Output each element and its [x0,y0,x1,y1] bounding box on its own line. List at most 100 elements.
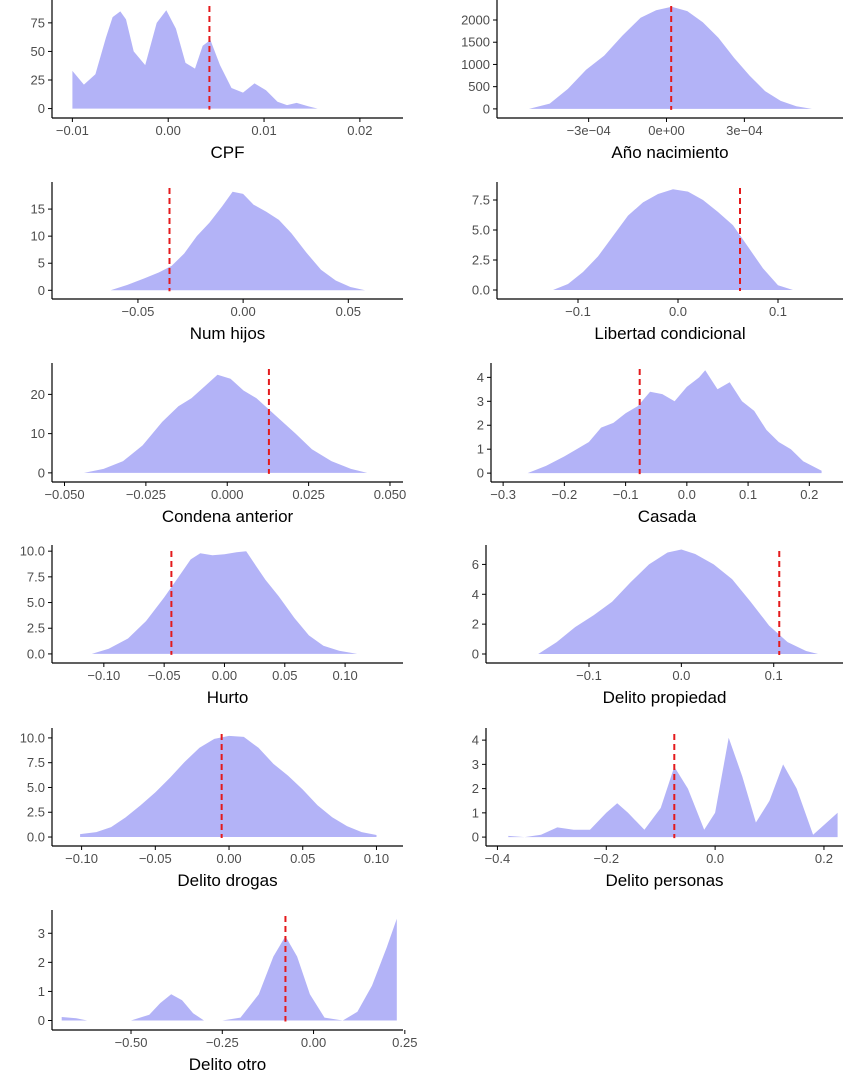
x-axis-title: Condena anterior [162,507,294,526]
density-area [84,374,368,473]
x-tick-label: 0.05 [290,851,315,866]
y-tick-label: 1500 [461,35,490,50]
panel-num-hijos: −0.05 0.00 0.05 0 5 10 15 Num hijos [31,182,403,343]
x-tick-label: −0.25 [206,1035,239,1050]
y-tick-label: 1000 [461,57,490,72]
y-tick-label: 75 [31,15,45,30]
y-tick-label: 0.0 [472,283,490,298]
y-tick-label: 3 [477,394,484,409]
y-tick-label: 10.0 [20,730,45,745]
y-tick-label: 3 [472,757,479,772]
x-tick-label: −0.10 [65,851,98,866]
x-tick-label: 3e−04 [726,123,763,138]
y-tick-label: 7.5 [27,569,45,584]
x-tick-label: 0.10 [364,851,389,866]
y-tick-label: 0 [38,283,45,298]
y-tick-label: 15 [31,202,45,217]
x-tick-label: 0.00 [301,1035,326,1050]
x-tick-label: −0.50 [115,1035,148,1050]
x-tick-label: −0.050 [44,487,84,502]
x-tick-label: −0.1 [565,304,591,319]
x-tick-label: 0.01 [251,123,276,138]
x-tick-label: 0e+00 [648,123,685,138]
y-tick-label: 0.0 [27,830,45,845]
x-tick-label: −0.01 [56,123,89,138]
x-tick-label: 0.2 [815,851,833,866]
x-tick-label: 0.05 [336,304,361,319]
x-tick-label: −0.1 [576,668,602,683]
x-tick-label: −0.05 [139,851,172,866]
y-tick-label: 1 [477,442,484,457]
x-axis-title: Delito personas [605,871,723,890]
x-tick-label: −0.1 [613,487,639,502]
x-tick-label: 0.0 [706,851,724,866]
panel-ano-nacimiento: −3e−04 0e+00 3e−04 0 500 1000 1500 2000 Año naci… [461,0,843,162]
x-tick-label: 0.2 [800,487,818,502]
y-tick-label: 5 [38,256,45,271]
x-axis-title: Delito otro [189,1055,266,1074]
x-axis-title: Delito propiedad [603,688,727,707]
y-tick-label: 2.5 [27,805,45,820]
x-tick-label: 0.0 [669,304,687,319]
y-tick-label: 5.0 [27,780,45,795]
panel-delito-propiedad: −0.1 0.0 0.1 0 2 4 6 Delito propiedad [472,545,843,707]
x-axis-title: Libertad condicional [594,324,745,343]
y-tick-label: 10 [31,426,45,441]
x-axis-title: CPF [211,143,245,162]
x-tick-label: −0.2 [593,851,619,866]
y-tick-label: 2000 [461,13,490,28]
y-tick-label: 2 [38,955,45,970]
x-axis-title: Casada [638,507,697,526]
x-tick-label: 0.00 [216,851,241,866]
x-tick-label: −0.3 [490,487,516,502]
panel-delito-drogas: −0.10 −0.05 0.00 0.05 0.10 0.0 2.5 5.0 7.5 10.0 De… [20,728,403,890]
panel-casada: −0.3 −0.2 −0.1 0.0 0.1 0.2 0 1 2 3 4 Casada [477,363,843,526]
panel-delito-otro: −0.50 −0.25 0.00 0.25 0 1 2 3 Delito otro [38,910,417,1074]
x-axis-title: Num hijos [190,324,266,343]
density-area [72,10,318,109]
y-tick-label: 7.5 [27,755,45,770]
x-tick-label: −0.10 [87,668,120,683]
density-area [508,737,838,838]
y-tick-label: 7.5 [472,193,490,208]
y-tick-label: 50 [31,44,45,59]
y-tick-label: 2 [477,418,484,433]
density-area [538,549,819,654]
y-tick-label: 25 [31,73,45,88]
density-area [91,551,358,654]
x-tick-label: −0.025 [126,487,166,502]
x-axis-title: Delito drogas [177,871,277,890]
y-tick-label: 0 [472,647,479,662]
y-tick-label: 0 [477,466,484,481]
panel-cpf: −0.01 0.00 0.01 0.02 0 25 50 75 CPF [31,0,403,162]
panel-libertad-condicional: −0.1 0.0 0.1 0.0 2.5 5.0 7.5 Libertad condicion… [472,182,843,343]
y-tick-label: 10 [31,229,45,244]
x-tick-label: −3e−04 [567,123,611,138]
y-tick-label: 4 [472,587,479,602]
x-tick-label: 0.1 [739,487,757,502]
x-tick-label: 0.00 [230,304,255,319]
x-tick-label: 0.1 [765,668,783,683]
panel-hurto: −0.10 −0.05 0.00 0.05 0.10 0.0 2.5 5.0 7.5 10.0 Hu… [20,544,403,707]
x-tick-label: 0.25 [392,1035,417,1050]
y-tick-label: 0.0 [27,646,45,661]
y-tick-label: 5.0 [27,595,45,610]
x-tick-label: −0.05 [121,304,154,319]
y-tick-label: 6 [472,557,479,572]
y-tick-label: 4 [472,733,479,748]
y-tick-label: 2.5 [27,621,45,636]
y-tick-label: 1 [472,805,479,820]
x-tick-label: −0.05 [148,668,181,683]
x-tick-label: 0.02 [347,123,372,138]
y-tick-label: 3 [38,926,45,941]
x-tick-label: 0.00 [156,123,181,138]
x-tick-label: −0.4 [485,851,511,866]
y-tick-label: 500 [468,79,490,94]
y-tick-label: 10.0 [20,544,45,559]
density-area [553,189,793,290]
x-tick-label: 0.10 [332,668,357,683]
y-tick-label: 2.5 [472,253,490,268]
y-tick-label: 0 [38,465,45,480]
x-tick-label: 0.0 [678,487,696,502]
